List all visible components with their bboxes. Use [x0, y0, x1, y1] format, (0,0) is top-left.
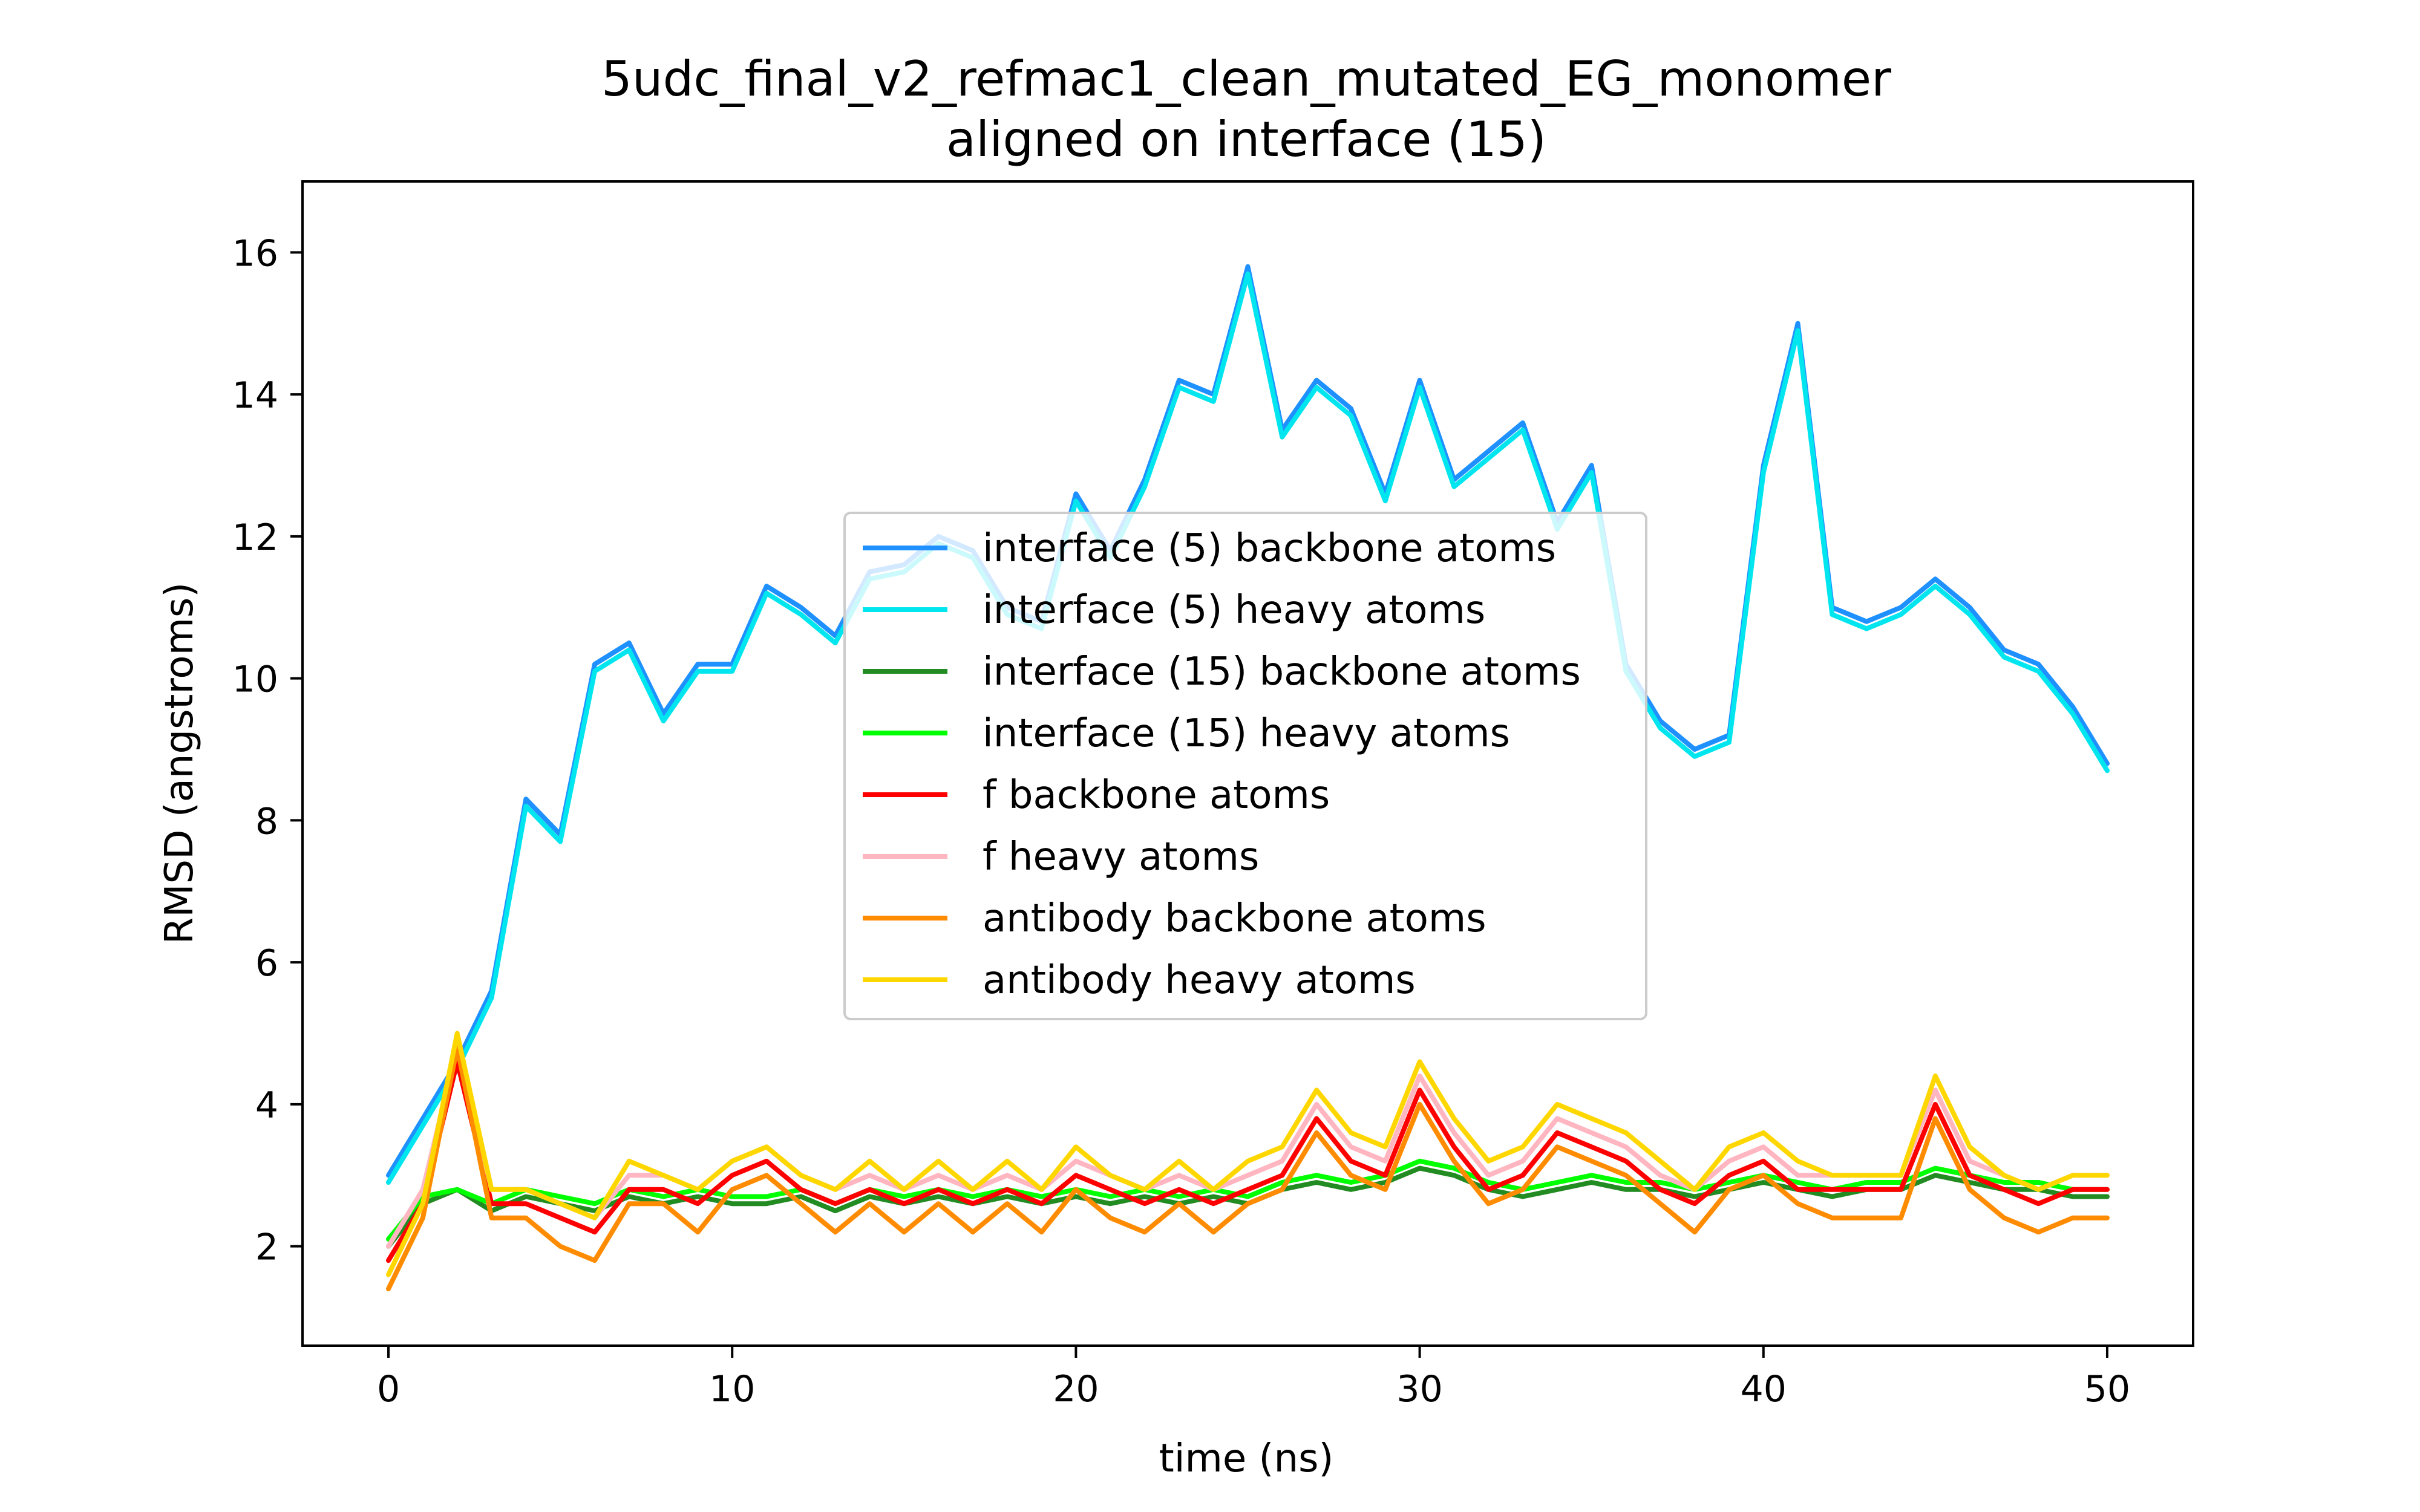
legend-label-4: interface (15) heavy atoms [983, 711, 1510, 756]
legend-label-3: interface (15) backbone atoms [983, 650, 1581, 694]
y-tick-label: 16 [232, 232, 278, 275]
y-tick-label: 2 [255, 1227, 278, 1269]
series-lines [386, 264, 2110, 1292]
series-line-2 [386, 271, 2110, 1185]
series-line-8 [386, 1031, 2110, 1277]
y-tick-label: 14 [232, 374, 278, 417]
x-tick-label: 20 [1053, 1368, 1099, 1410]
chart-title: 5udc_final_v2_refmac1_clean_mutated_EG_m… [601, 51, 1891, 107]
legend-label-5: f backbone atoms [983, 773, 1330, 818]
x-tick-label: 40 [1741, 1368, 1787, 1410]
y-tick-label: 12 [232, 516, 278, 559]
y-axis-label: RMSD (angstroms) [157, 582, 202, 944]
legend-label-7: antibody backbone atoms [983, 896, 1486, 941]
legend-label-8: antibody heavy atoms [983, 958, 1416, 1003]
legend-label-2: interface (5) heavy atoms [983, 588, 1485, 633]
legend: interface (5) backbone atoms interface (5… [843, 512, 1647, 1020]
axis-ticks: 0 10 20 30 40 50 2 4 6 8 10 12 14 16 [232, 232, 2130, 1410]
y-tick-label: 6 [255, 942, 278, 985]
x-tick-label: 30 [1396, 1368, 1442, 1410]
x-axis-label: time (ns) [1159, 1436, 1334, 1481]
plot-frame [301, 180, 2194, 1347]
series-line-7 [386, 1045, 2110, 1292]
legend-label-1: interface (5) backbone atoms [983, 526, 1556, 571]
chart-subtitle: aligned on interface (15) [946, 111, 1546, 168]
legend-box [843, 512, 1647, 1020]
series-line-5 [386, 1059, 2110, 1263]
x-tick-label: 10 [709, 1368, 755, 1410]
y-tick-label: 8 [255, 800, 278, 842]
y-tick-label: 4 [255, 1084, 278, 1127]
y-tick-label: 10 [232, 659, 278, 701]
x-tick-label: 0 [377, 1368, 400, 1410]
legend-label-6: f heavy atoms [983, 835, 1259, 879]
x-tick-label: 50 [2084, 1368, 2130, 1410]
